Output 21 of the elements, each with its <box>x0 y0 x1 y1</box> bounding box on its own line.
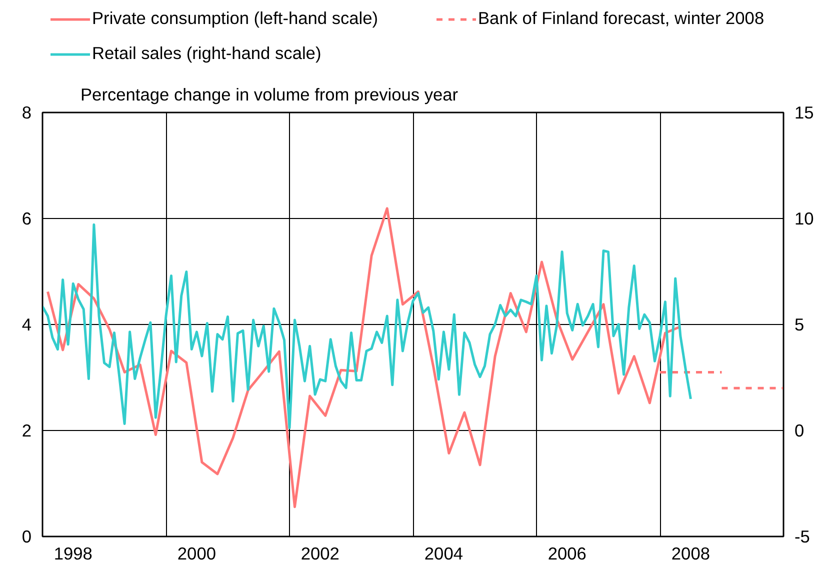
legend-label: Bank of Finland forecast, winter 2008 <box>478 8 766 29</box>
x-tick-label: 2000 <box>177 544 216 564</box>
x-tick-label: 2004 <box>424 544 464 564</box>
x-tick-label: 2002 <box>300 544 340 564</box>
y2-tick-label: 5 <box>794 314 804 334</box>
y-tick-label: 6 <box>22 208 32 228</box>
y2-tick-label: 0 <box>794 420 804 440</box>
y-tick-label: 2 <box>22 420 32 440</box>
y-tick-label: 8 <box>22 102 32 122</box>
y2-tick-label: 15 <box>794 102 814 122</box>
legend-label: Retail sales (right-hand scale) <box>92 43 322 64</box>
y-axis-title: Percentage change in volume from previous year <box>80 84 458 104</box>
y2-tick-label: -5 <box>794 526 810 546</box>
x-tick-label: 1998 <box>54 544 92 564</box>
x-tick-label: 2008 <box>671 544 710 564</box>
y2-tick-label: 10 <box>794 208 814 228</box>
y-tick-label: 4 <box>22 314 32 334</box>
legend-label: Private consumption (left-hand scale) <box>92 8 380 29</box>
y-tick-label: 0 <box>22 526 32 546</box>
line-series <box>42 223 692 430</box>
x-tick-label: 2006 <box>548 544 586 564</box>
